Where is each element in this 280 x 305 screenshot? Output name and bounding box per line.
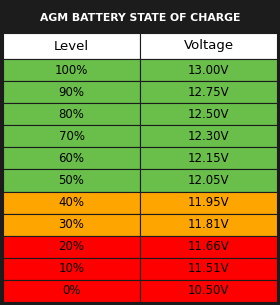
Text: 60%: 60% — [59, 152, 85, 165]
Bar — [140, 59, 277, 81]
Bar — [3, 103, 140, 125]
Bar — [140, 192, 277, 213]
Text: 13.00V: 13.00V — [188, 63, 229, 77]
Bar — [140, 147, 277, 170]
Text: 90%: 90% — [59, 86, 85, 99]
Text: 10.50V: 10.50V — [188, 285, 229, 297]
Bar — [140, 280, 277, 302]
Text: Level: Level — [54, 40, 89, 52]
Text: 30%: 30% — [59, 218, 85, 231]
Bar — [140, 258, 277, 280]
Text: 12.15V: 12.15V — [188, 152, 229, 165]
Text: 12.50V: 12.50V — [188, 108, 229, 121]
Text: Voltage: Voltage — [183, 40, 234, 52]
Bar — [140, 170, 277, 192]
Text: 12.05V: 12.05V — [188, 174, 229, 187]
Bar — [140, 214, 277, 236]
Text: 10%: 10% — [59, 262, 85, 275]
Text: 100%: 100% — [55, 63, 88, 77]
Text: 11.66V: 11.66V — [188, 240, 229, 253]
Text: 80%: 80% — [59, 108, 85, 121]
Text: 0%: 0% — [62, 285, 81, 297]
Text: 50%: 50% — [59, 174, 85, 187]
Bar — [3, 258, 140, 280]
Bar — [3, 214, 140, 236]
Text: 11.81V: 11.81V — [188, 218, 229, 231]
Bar — [3, 147, 140, 170]
Bar — [3, 3, 277, 33]
Text: 70%: 70% — [59, 130, 85, 143]
Bar — [140, 125, 277, 147]
Text: 11.51V: 11.51V — [188, 262, 229, 275]
Text: 40%: 40% — [59, 196, 85, 209]
Text: 20%: 20% — [59, 240, 85, 253]
Bar — [3, 125, 140, 147]
Bar — [3, 81, 140, 103]
Text: 11.95V: 11.95V — [188, 196, 229, 209]
Bar — [3, 280, 140, 302]
Text: 12.75V: 12.75V — [188, 86, 229, 99]
Text: 12.30V: 12.30V — [188, 130, 229, 143]
Bar — [140, 103, 277, 125]
Bar — [140, 33, 277, 59]
Bar — [3, 236, 140, 258]
Bar — [140, 81, 277, 103]
Bar — [140, 236, 277, 258]
Bar — [3, 192, 140, 213]
Text: AGM BATTERY STATE OF CHARGE: AGM BATTERY STATE OF CHARGE — [40, 13, 240, 23]
Bar — [3, 59, 140, 81]
Bar — [3, 33, 140, 59]
Bar — [3, 170, 140, 192]
